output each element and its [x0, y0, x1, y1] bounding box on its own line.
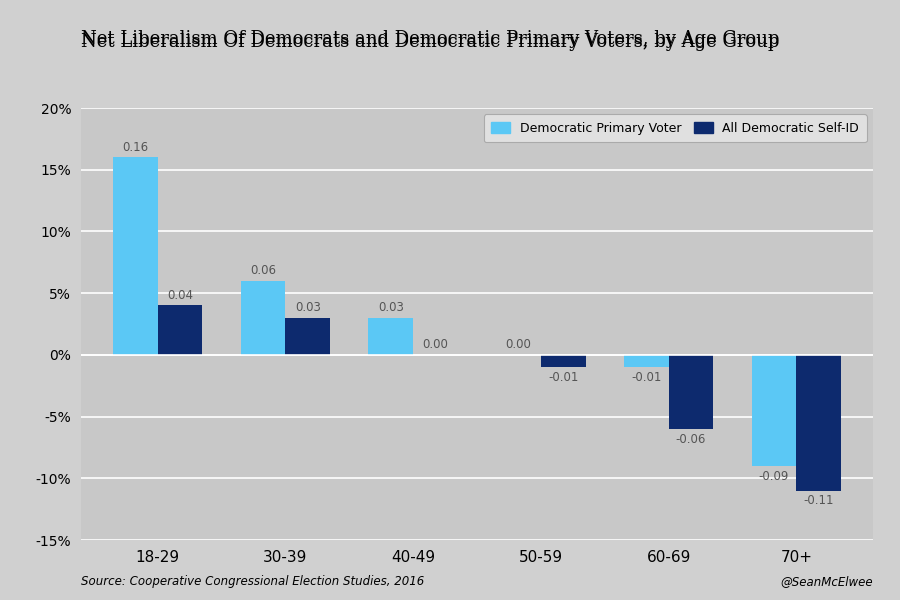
Text: Net Liberalism Of Democrats and Democratic Primary Voters, by Age Group: Net Liberalism Of Democrats and Democrat…: [81, 33, 779, 51]
Bar: [368, 318, 413, 355]
Text: Net Liberalism Of Democrats and Democratic Primary Voters, by Age Group: Net Liberalism Of Democrats and Democrat…: [81, 30, 779, 48]
Text: -0.01: -0.01: [631, 371, 662, 384]
Bar: [624, 355, 669, 367]
Bar: [541, 355, 586, 367]
Text: 0.04: 0.04: [167, 289, 193, 302]
Bar: [158, 305, 202, 355]
Bar: [669, 355, 714, 429]
Legend: Democratic Primary Voter, All Democratic Self-ID: Democratic Primary Voter, All Democratic…: [483, 114, 867, 142]
Text: 0.16: 0.16: [122, 140, 148, 154]
Text: 0.03: 0.03: [378, 301, 404, 314]
Text: 0.03: 0.03: [295, 301, 320, 314]
Text: -0.11: -0.11: [804, 494, 834, 508]
Text: -0.01: -0.01: [548, 371, 579, 384]
Text: 0.06: 0.06: [250, 264, 276, 277]
Text: -0.06: -0.06: [676, 433, 706, 446]
Bar: [112, 157, 158, 355]
Text: @SeanMcElwee: @SeanMcElwee: [780, 575, 873, 588]
Text: -0.09: -0.09: [759, 470, 789, 482]
Text: Source: Cooperative Congressional Election Studies, 2016: Source: Cooperative Congressional Electi…: [81, 575, 424, 588]
Text: 0.00: 0.00: [506, 338, 532, 351]
Bar: [796, 355, 842, 491]
Bar: [240, 281, 285, 355]
Bar: [285, 318, 330, 355]
Bar: [752, 355, 796, 466]
Text: 0.00: 0.00: [422, 338, 448, 351]
